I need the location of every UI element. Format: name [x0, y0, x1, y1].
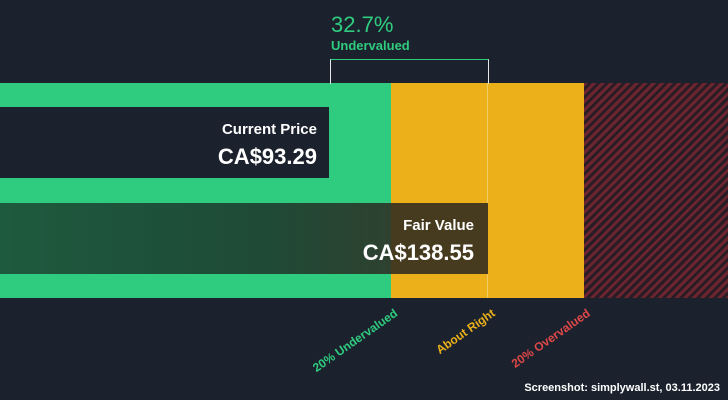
fair-value-line	[487, 83, 488, 298]
fair-value-bar-end	[391, 203, 488, 274]
zone-label-about-right: About Right	[433, 306, 499, 357]
zone-label-overvalued: 20% Overvalued	[509, 306, 594, 371]
fair-value-label: Fair Value	[403, 217, 474, 234]
discount-status: Undervalued	[331, 38, 410, 53]
current-price-bar	[0, 107, 330, 178]
overvalued-zone	[584, 83, 728, 298]
zone-label-undervalued: 20% Undervalued	[310, 306, 401, 375]
discount-bracket	[330, 59, 489, 84]
screenshot-credit: Screenshot: simplywall.st, 03.11.2023	[524, 382, 720, 394]
fair-value-value: CA$138.55	[362, 240, 474, 265]
discount-percent: 32.7%	[331, 12, 394, 37]
current-price-marker	[329, 107, 331, 178]
current-price-value: CA$93.29	[217, 144, 317, 169]
current-price-label: Current Price	[221, 121, 317, 138]
